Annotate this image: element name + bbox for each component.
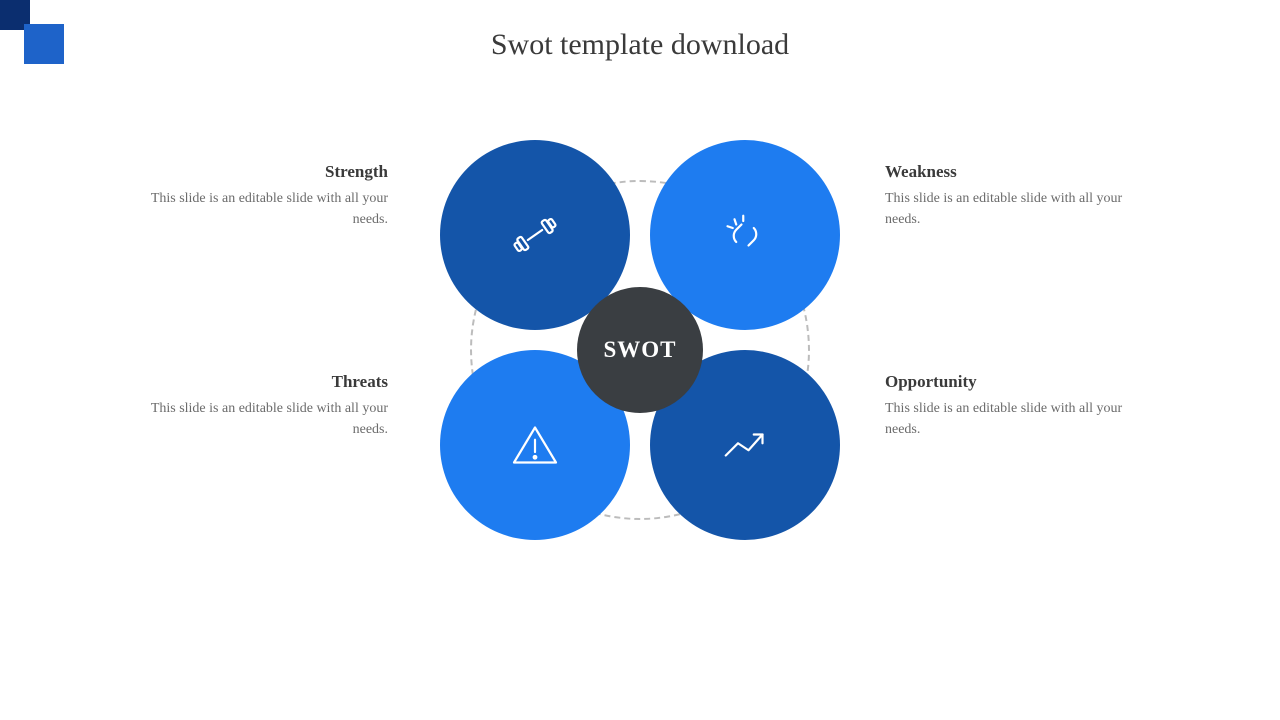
label-desc: This slide is an editable slide with all…	[128, 188, 388, 230]
decor-square-2	[24, 24, 64, 64]
label-title: Strength	[128, 162, 388, 182]
page-title: Swot template download	[491, 28, 789, 62]
label-weakness: Weakness This slide is an editable slide…	[885, 162, 1145, 230]
label-opportunity: Opportunity This slide is an editable sl…	[885, 372, 1145, 440]
swot-diagram: SWOT	[430, 140, 850, 560]
broken-link-icon	[717, 207, 773, 263]
dumbbell-icon	[507, 207, 563, 263]
label-threats: Threats This slide is an editable slide …	[128, 372, 388, 440]
warning-icon	[507, 417, 563, 473]
label-strength: Strength This slide is an editable slide…	[128, 162, 388, 230]
center-label: SWOT	[603, 337, 676, 363]
label-title: Opportunity	[885, 372, 1145, 392]
trend-up-icon	[717, 417, 773, 473]
center-circle: SWOT	[577, 287, 703, 413]
label-desc: This slide is an editable slide with all…	[128, 398, 388, 440]
label-desc: This slide is an editable slide with all…	[885, 398, 1145, 440]
label-desc: This slide is an editable slide with all…	[885, 188, 1145, 230]
label-title: Threats	[128, 372, 388, 392]
label-title: Weakness	[885, 162, 1145, 182]
